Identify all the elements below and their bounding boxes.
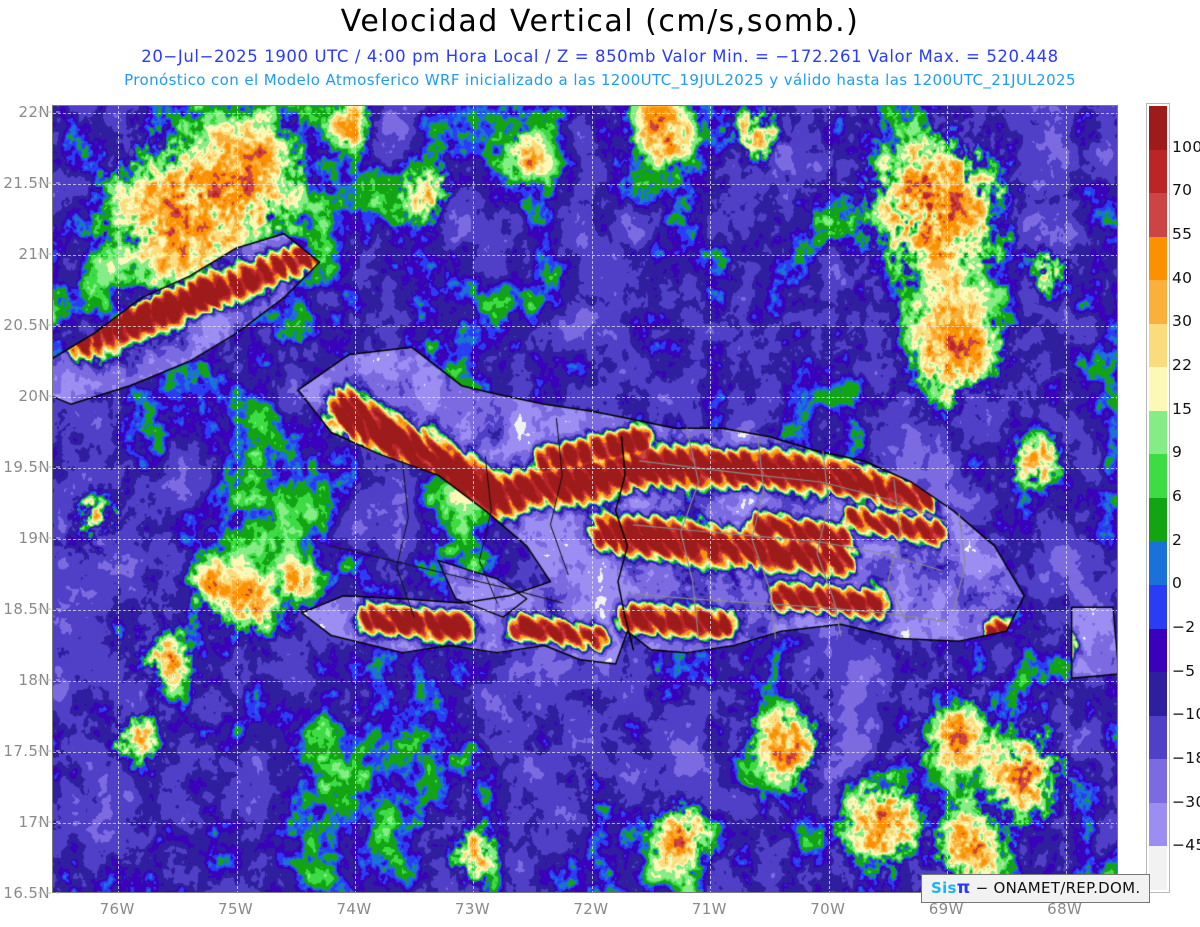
x-axis-tick-75W: 75W	[218, 900, 254, 918]
x-axis-tick-73W: 73W	[454, 900, 491, 918]
y-axis-tick-18N: 18N	[18, 671, 50, 690]
colorbar-band	[1149, 541, 1167, 586]
y-axis-tick-dash	[38, 182, 42, 184]
colorbar-band	[1149, 498, 1167, 542]
y-axis-tick-21.5N: 21.5N	[3, 174, 50, 193]
attribution-pi-icon: π	[956, 878, 971, 898]
page-title: Velocidad Vertical (cm/s,somb.)	[340, 4, 860, 39]
colorbar-tick-100: 100	[1172, 137, 1200, 156]
colorbar-tick-neg18: −18	[1172, 749, 1200, 767]
colorbar-tick-30: 30	[1172, 312, 1193, 331]
y-axis-tick-18.5N: 18.5N	[3, 600, 50, 619]
colorbar-band	[1149, 367, 1167, 411]
y-axis-tick-dash	[38, 892, 42, 894]
y-axis-tick-17.5N: 17.5N	[3, 742, 50, 761]
colorbar-tick-6: 6	[1172, 487, 1183, 505]
colorbar-tick-labels: 100 70 55 40 30 22 15 9 6 2 0 −2 −5 −10 −18 −30 −45	[1172, 103, 1200, 893]
colorbar-tick-2: 2	[1172, 530, 1183, 549]
y-axis-tick-dash	[38, 608, 42, 610]
colorbar-band	[1149, 410, 1167, 455]
y-axis-tick-dash	[47, 892, 51, 894]
y-axis-tick-dash	[38, 821, 42, 823]
y-axis-tick-dash	[47, 395, 51, 397]
colorbar-tick-15: 15	[1172, 399, 1193, 418]
y-axis-tick-dash	[47, 750, 51, 752]
colorbar-band	[1149, 628, 1167, 673]
y-axis-tick-dash	[47, 324, 51, 326]
x-axis-tick-72W: 72W	[573, 900, 609, 918]
y-axis-tick-21N: 21N	[18, 245, 50, 264]
colorbar-tick-neg45: −45	[1172, 836, 1200, 855]
x-axis-tick-70W: 70W	[810, 900, 846, 918]
y-axis-tick-19.5N: 19.5N	[3, 458, 50, 477]
colorbar-tick-70: 70	[1172, 181, 1193, 200]
attribution-agency-text: − ONAMET/REP.DOM.	[975, 879, 1141, 897]
y-axis-tick-19N: 19N	[18, 529, 50, 548]
y-axis-tick-dash	[47, 679, 51, 681]
y-axis-tick-dash	[47, 111, 51, 113]
y-axis-tick-dash	[38, 111, 42, 113]
colorbar-band	[1149, 236, 1167, 281]
colorbar-band	[1149, 323, 1167, 368]
y-axis-tick-dash	[38, 253, 42, 255]
colorbar-tick-neg30: −30	[1172, 792, 1200, 811]
colorbar-band	[1149, 672, 1167, 716]
colorbar-tick-neg10: −10	[1172, 705, 1200, 724]
colorbar-band	[1149, 454, 1167, 498]
y-axis-tick-16.5N: 16.5N	[3, 884, 50, 902]
y-axis-tick-dash	[47, 466, 51, 468]
colorbar-tick-9: 9	[1172, 443, 1183, 462]
x-axis-tick-76W: 76W	[99, 900, 135, 918]
y-axis-tick-dash	[38, 395, 42, 397]
title-block: Velocidad Vertical (cm/s,somb.) 20−Jul−2…	[0, 0, 1200, 89]
attribution-badge: Sisπ − ONAMET/REP.DOM.	[921, 874, 1151, 903]
colorbar-band	[1149, 149, 1167, 194]
colorbar-band	[1149, 106, 1167, 150]
colorbar-tick-neg5: −5	[1172, 661, 1196, 680]
y-axis-tick-17N: 17N	[18, 813, 50, 831]
colorbar	[1146, 103, 1170, 893]
y-axis-tick-dash	[38, 466, 42, 468]
x-axis-tick-74W: 74W	[336, 900, 372, 918]
y-axis-tick-dash	[47, 182, 51, 184]
y-axis-tick-dash	[38, 324, 42, 326]
y-axis-tick-dash	[38, 679, 42, 681]
colorbar-tick-55: 55	[1172, 225, 1193, 243]
colorbar-tick-0: 0	[1172, 574, 1183, 593]
vertical-velocity-field	[53, 106, 1117, 892]
y-axis-tick-dash	[38, 750, 42, 752]
colorbar-band	[1149, 585, 1167, 629]
y-axis-tick-dash	[47, 821, 51, 823]
colorbar-tick-40: 40	[1172, 268, 1193, 287]
map-plot-area[interactable]	[52, 105, 1118, 893]
y-axis-tick-22N: 22N	[18, 103, 50, 122]
y-axis-tick-dash	[38, 537, 42, 539]
subtitle-model-info: Pronóstico con el Modelo Atmosferico WRF…	[124, 71, 1076, 89]
colorbar-band	[1149, 846, 1167, 890]
y-axis-tick-dash	[47, 608, 51, 610]
colorbar-band	[1149, 193, 1167, 237]
y-axis-tick-20N: 20N	[18, 387, 50, 406]
colorbar-band	[1149, 759, 1167, 803]
y-axis-tick-dash	[47, 253, 51, 255]
x-axis-tick-71W: 71W	[691, 900, 727, 918]
y-axis-tick-20.5N: 20.5N	[3, 316, 50, 335]
subtitle-valid-time: 20−Jul−2025 1900 UTC / 4:00 pm Hora Loca…	[141, 47, 1059, 66]
attribution-sis-text: Sis	[931, 879, 957, 897]
colorbar-band	[1149, 802, 1167, 847]
y-axis-tick-dash	[47, 537, 51, 539]
colorbar-tick-neg2: −2	[1172, 618, 1196, 636]
colorbar-band	[1149, 280, 1167, 324]
colorbar-band	[1149, 715, 1167, 760]
colorbar-tick-22: 22	[1172, 356, 1193, 374]
